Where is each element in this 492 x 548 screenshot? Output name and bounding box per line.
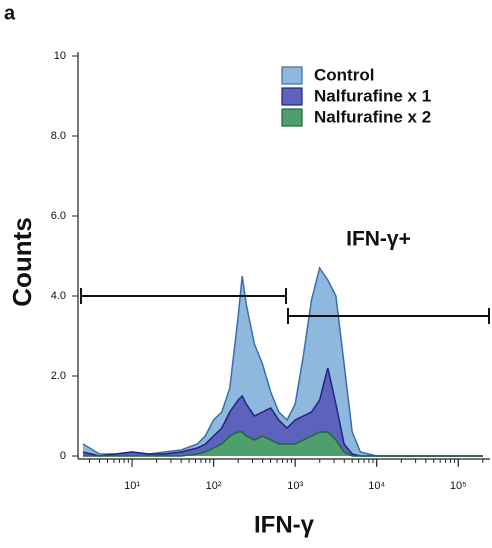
histogram-area [83, 368, 483, 456]
histogram-line [82, 266, 483, 457]
histogram-line [82, 367, 483, 457]
x-tick-label: 10² [206, 480, 222, 492]
legend-swatch [281, 87, 303, 106]
y-tick-label: 8.0 [51, 130, 66, 142]
x-tick-label: 10⁴ [368, 480, 385, 492]
y-axis-label: Counts [7, 217, 37, 307]
legend-label: Control [314, 65, 374, 84]
x-axis-label: IFN-γ [254, 511, 315, 538]
gate-label: IFN-γ+ [346, 228, 411, 251]
x-tick-label: 10³ [287, 480, 303, 492]
y-tick-label: 10 [54, 50, 66, 62]
legend-label: Nalfurafine x 2 [314, 107, 431, 126]
y-tick-label: 0 [60, 450, 66, 462]
panel-label: a [4, 2, 16, 24]
y-tick-label: 4.0 [51, 290, 66, 302]
histogram-line [83, 431, 483, 457]
y-tick-label: 2.0 [51, 370, 66, 382]
legend-swatch [281, 66, 303, 85]
x-tick-label: 10¹ [124, 480, 140, 492]
y-tick-label: 6.0 [51, 210, 66, 222]
x-tick-label: 10⁵ [450, 480, 467, 492]
legend-swatch [281, 108, 303, 127]
legend-label: Nalfurafine x 1 [314, 86, 431, 105]
histogram-area [83, 268, 483, 456]
